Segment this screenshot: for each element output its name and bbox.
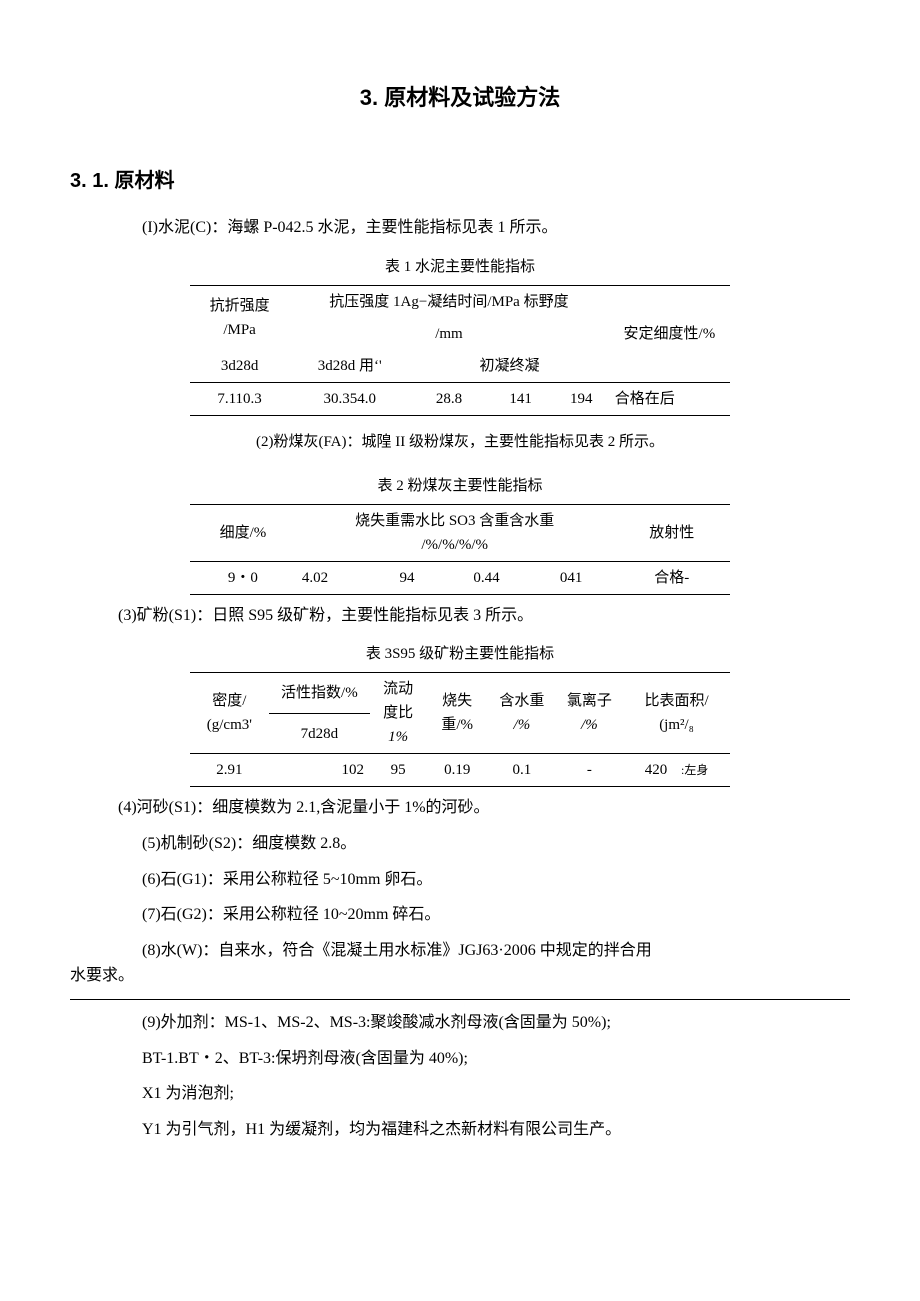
t3-h-c5a: 含水重 [494, 689, 550, 713]
t2-h-c2a: 烧失重需水比 SO3 含重含水重 [302, 509, 608, 533]
paragraph-10: BT-1.BT・2、BT-3:保坍剂母液(含固量为 40%); [142, 1046, 810, 1072]
t1-h-r2c1: /MPa [196, 318, 283, 342]
t3-d-c6: - [556, 754, 624, 787]
t3-d-c8: :左身 [681, 763, 708, 777]
divider-rule [70, 999, 850, 1000]
paragraph-1: (I)水泥(C)：海螺 P-042.5 水泥，主要性能指标见表 1 所示。 [110, 215, 810, 241]
t2-h-c1: 细度/% [190, 504, 296, 561]
paragraph-9: (9)外加剂：MS-1、MS-2、MS-3:聚竣酸减水剂母液(含固量为 50%)… [110, 1010, 810, 1036]
paragraph-8a: (8)水(W)：自来水，符合《混凝土用水标准》JGJ63·2006 中规定的拌合… [110, 938, 810, 964]
t1-h-r1c2: 抗压强度 1Ag−凝结时间/MPa 标野度 [295, 290, 603, 314]
t3-d-c1: 2.91 [190, 754, 269, 787]
t3-h-c3a: 流动 [376, 677, 420, 701]
t2-d-c6: 合格- [614, 561, 731, 594]
inter-note-2: (2)粉煤灰(FA)：城隍 II 级粉煤灰，主要性能指标见表 2 所示。 [110, 424, 810, 460]
t3-h-c2s: 7d28d [301, 726, 339, 742]
t1-d-c1: 7.110.3 [190, 382, 289, 415]
t3-h-c1b: (g/cm3' [196, 713, 263, 737]
t3-h-c1a: 密度/ [196, 689, 263, 713]
paragraph-12: Y1 为引气剂，H1 为缓凝剂，均为福建科之杰新材料有限公司生产。 [142, 1117, 810, 1143]
paragraph-6: (6)石(G1)：采用公称粒径 5~10mm 卵石。 [110, 867, 810, 893]
t2-d-c5: 041 [529, 561, 614, 594]
t1-d-c6: 合格在后 [609, 382, 730, 415]
paragraph-4: (4)河砂(S1)：细度模数为 2.1,含泥量小于 1%的河砂。 [110, 795, 810, 821]
t3-h-c6b: /% [562, 713, 618, 737]
table1-caption: 表 1 水泥主要性能指标 [110, 255, 810, 279]
table3-caption: 表 3S95 级矿粉主要性能指标 [110, 642, 810, 666]
t1-d-c3: 28.8 [410, 382, 487, 415]
paragraph-5: (5)机制砂(S2)：细度模数 2.8。 [110, 831, 810, 857]
t3-h-c5b: /% [494, 713, 550, 737]
t3-d-c7: 420 [645, 762, 668, 778]
t3-h-c3b: 度比 [376, 701, 420, 725]
paragraph-8b: 水要求。 [70, 963, 810, 989]
t3-d-c4: 0.19 [426, 754, 488, 787]
paragraph-8: (8)水(W)：自来水，符合《混凝土用水标准》JGJ63·2006 中规定的拌合… [110, 938, 810, 989]
t3-h-c4b: 重/% [432, 713, 482, 737]
t2-h-c3: 放射性 [614, 504, 731, 561]
t2-d-c2: 4.02 [296, 561, 370, 594]
table-1: 抗折强度 /MPa 抗压强度 1Ag−凝结时间/MPa 标野度 安定细度性/% … [190, 285, 730, 416]
t1-h-r3c1: 3d28d [190, 350, 289, 383]
t3-d-c2: 102 [269, 754, 370, 787]
t1-d-c4: 141 [488, 382, 554, 415]
t1-d-c5: 194 [554, 382, 609, 415]
t3-h-c2: 活性指数/% [269, 673, 370, 714]
t1-h-r3c3: 初凝终凝 [410, 350, 608, 383]
table-3: 密度/ (g/cm3' 活性指数/% 流动 度比 1% 烧失 重/% 含水重 /… [190, 672, 730, 787]
t3-h-c7b: (jm²/₈ [629, 713, 724, 737]
paragraph-11: X1 为消泡剂; [142, 1081, 810, 1107]
section-3-1-title: 3. 1. 原材料 [70, 165, 810, 197]
t1-h-r1c3: 安定细度性/% [609, 285, 730, 382]
t3-h-c4a: 烧失 [432, 689, 482, 713]
t3-h-c6a: 氯离子 [562, 689, 618, 713]
t2-d-c3: 94 [370, 561, 444, 594]
t2-d-c1: 9・0 [190, 561, 296, 594]
t3-d-c5: 0.1 [488, 754, 556, 787]
t3-h-c3c: 1% [376, 725, 420, 749]
main-title: 3. 原材料及试验方法 [110, 80, 810, 115]
t2-h-c2b: /%/%/%/% [302, 533, 608, 557]
table2-caption: 表 2 粉煤灰主要性能指标 [110, 474, 810, 498]
t3-d-c3: 95 [370, 754, 426, 787]
t2-d-c4: 0.44 [444, 561, 529, 594]
t1-h-r1c1: 抗折强度 [196, 294, 283, 318]
t1-d-c2: 30.354.0 [289, 382, 410, 415]
paragraph-7: (7)石(G2)：采用公称粒径 10~20mm 碎石。 [110, 902, 810, 928]
t1-h-r2c2: /mm [289, 318, 609, 350]
t1-h-r3c2: 3d28d 用‘' [289, 350, 410, 383]
table-2: 细度/% 烧失重需水比 SO3 含重含水重 /%/%/%/% 放射性 9・0 4… [190, 504, 730, 595]
t3-h-c7a: 比表面积/ [629, 689, 724, 713]
paragraph-3: (3)矿粉(S1)：日照 S95 级矿粉，主要性能指标见表 3 所示。 [110, 603, 810, 629]
